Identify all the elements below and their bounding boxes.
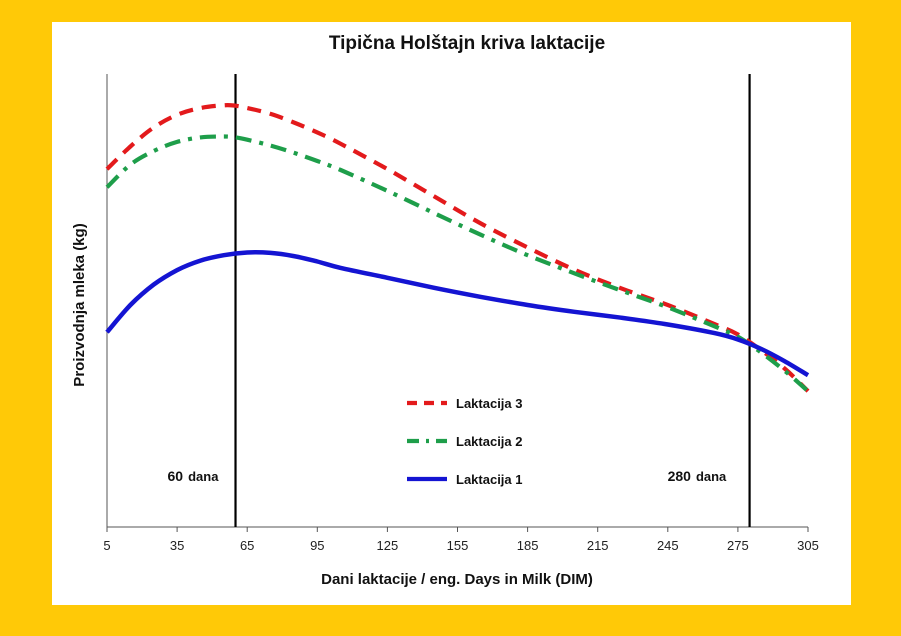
- legend: Laktacija 3 Laktacija 2 Laktacija 1: [407, 396, 523, 487]
- x-tick-label: 35: [170, 538, 184, 553]
- legend-label: Laktacija 3: [456, 396, 523, 411]
- x-tick-label: 155: [447, 538, 469, 553]
- series-line-1: [105, 103, 810, 393]
- y-axis-label: Proizvodnja mleka (kg): [71, 223, 88, 386]
- chart-panel: Tipična Holštajn kriva laktacije Proizvo…: [52, 22, 851, 605]
- x-axis-label: Dani laktacije / eng. Days in Milk (DIM): [321, 571, 593, 588]
- x-tick-label: 305: [797, 538, 819, 553]
- x-ticks: 5 35 65 95 125 155 185 215 245 275 305: [103, 527, 819, 553]
- legend-label: Laktacija 1: [456, 472, 523, 487]
- marker-label: 280 dana: [668, 468, 727, 484]
- x-tick-label: 5: [103, 538, 110, 553]
- x-tick-label: 185: [517, 538, 539, 553]
- series-lines: [105, 103, 810, 393]
- x-tick-label: 95: [310, 538, 324, 553]
- series-line-2: [105, 134, 810, 393]
- legend-label: Laktacija 2: [456, 434, 523, 449]
- marker-label: 60 dana: [168, 468, 220, 484]
- x-tick-label: 245: [657, 538, 679, 553]
- x-tick-label: 65: [240, 538, 254, 553]
- axes: [106, 74, 808, 528]
- annotations: 60 dana 280 dana: [168, 74, 751, 527]
- lactation-curve-chart: Tipična Holštajn kriva laktacije Proizvo…: [71, 33, 819, 588]
- series-line-3: [105, 250, 810, 378]
- x-tick-label: 125: [377, 538, 399, 553]
- chart-title: Tipična Holštajn kriva laktacije: [329, 33, 605, 54]
- x-tick-label: 275: [727, 538, 749, 553]
- x-tick-label: 215: [587, 538, 609, 553]
